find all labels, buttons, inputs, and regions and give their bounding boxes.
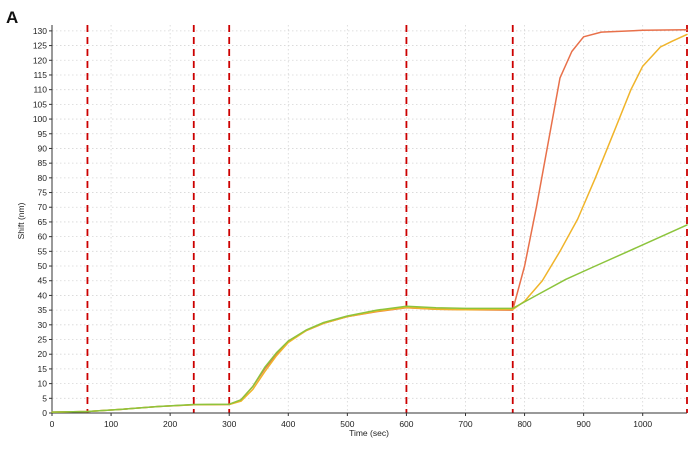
y-tick-label: 10	[38, 379, 48, 389]
y-tick-label: 115	[33, 70, 47, 80]
x-tick-label: 1000	[633, 419, 652, 429]
y-tick-label: 90	[38, 143, 48, 153]
y-tick-label: 15	[38, 364, 48, 374]
y-tick-label: 50	[38, 261, 48, 271]
y-tick-label: 60	[38, 232, 48, 242]
y-tick-label: 110	[33, 85, 47, 95]
y-axis-label: Shift (nm)	[16, 202, 26, 239]
y-tick-label: 45	[38, 276, 48, 286]
panel-letter: A	[6, 8, 19, 27]
y-tick-label: 30	[38, 320, 48, 330]
y-tick-label: 0	[42, 408, 47, 418]
y-tick-label: 75	[38, 188, 48, 198]
y-tick-label: 95	[38, 129, 48, 139]
step-markers	[86, 25, 688, 413]
x-tick-label: 400	[281, 419, 295, 429]
x-tick-label: 700	[458, 419, 472, 429]
y-tick-label: 80	[38, 173, 48, 183]
series-line-1	[51, 28, 688, 413]
x-tick-label: 900	[577, 419, 591, 429]
axes: 0 5 10 15 20 25 30 35 40 45 50 55 60 65 70 75 80 85 90 95 10…	[33, 25, 687, 429]
y-tick-label: 25	[38, 335, 48, 345]
y-tick-label: 100	[33, 114, 47, 124]
x-tick-label: 500	[340, 419, 354, 429]
y-tick-label: 130	[33, 26, 47, 36]
y-tick-label: 105	[33, 99, 47, 109]
x-tick-label: 600	[399, 419, 413, 429]
x-axis-label: Time (sec)	[349, 428, 389, 438]
y-tick-label: 120	[33, 55, 47, 65]
y-tick-label: 65	[38, 217, 48, 227]
x-tick-label: 300	[222, 419, 236, 429]
x-tick-label: 0	[50, 419, 55, 429]
y-tick-label: 5	[42, 393, 47, 403]
y-tick-label: 40	[38, 290, 48, 300]
series-line-3	[51, 224, 688, 413]
y-tick-label: 125	[33, 41, 47, 51]
y-tick-label: 20	[38, 349, 48, 359]
grid	[51, 25, 687, 414]
series-lines	[51, 28, 688, 413]
x-tick-label: 800	[517, 419, 531, 429]
y-tick-label: 85	[38, 158, 48, 168]
series-line-2	[51, 33, 688, 413]
y-tick-label: 35	[38, 305, 48, 315]
y-tick-label: 70	[38, 202, 48, 212]
x-tick-label: 100	[104, 419, 118, 429]
x-tick-label: 200	[163, 419, 177, 429]
y-tick-label: 55	[38, 246, 48, 256]
